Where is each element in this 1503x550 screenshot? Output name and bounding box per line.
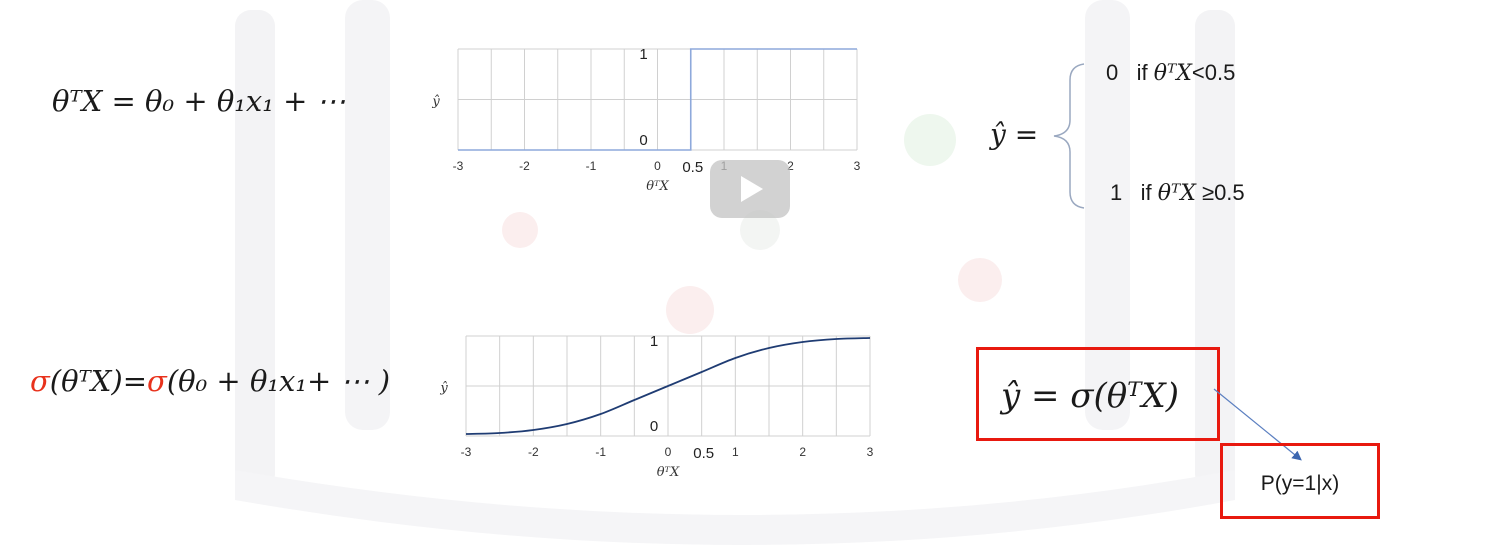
play-button[interactable] <box>710 160 790 218</box>
x-tick-label: -1 <box>595 445 606 459</box>
sigmoid-expansion: (θ₀ + θ₁x₁+ ⋯ ) <box>166 364 391 398</box>
case-zero-if: if <box>1136 60 1148 85</box>
case-zero-theta: θᵀX <box>1153 61 1192 86</box>
case-one-value: 1 <box>1110 180 1123 205</box>
case-one: 1 if θᵀX ≥0.5 <box>1110 180 1245 206</box>
x-axis-label: θᵀX <box>646 179 669 194</box>
x-tick-label-extra: 0.5 <box>693 445 714 462</box>
series-line-2 <box>465 337 871 435</box>
y-tick-label: 1 <box>650 333 658 350</box>
curly-brace <box>1053 63 1085 209</box>
yhat-definition-lhs: ŷ = <box>990 118 1039 151</box>
y-tick-label: 0 <box>639 132 647 149</box>
sigmoid-equation: σ(θᵀX)=σ(θ₀ + θ₁x₁+ ⋯ ) <box>30 364 390 398</box>
x-tick-label: 2 <box>787 159 794 173</box>
x-tick-label: 0 <box>665 445 672 459</box>
case-one-threshold: ≥0.5 <box>1202 180 1245 205</box>
x-tick-label: -2 <box>528 445 539 459</box>
y-axis-label: ŷ <box>431 95 440 110</box>
sigma-symbol-2: σ <box>147 364 167 398</box>
x-tick-label: -3 <box>461 445 472 459</box>
linear-equation: θᵀX = θ₀ + θ₁x₁ + ⋯ <box>52 84 346 118</box>
y-axis-label: ŷ <box>439 381 448 396</box>
yhat-sigma-formula: ŷ = σ(θᵀX) <box>1001 376 1180 416</box>
x-tick-label: 2 <box>799 445 806 459</box>
y-tick-label: 1 <box>639 46 647 63</box>
sigmoid-argument: (θᵀX)= <box>49 364 148 398</box>
x-tick-label: -3 <box>453 159 464 173</box>
case-zero-value: 0 <box>1106 60 1119 85</box>
case-zero: 0 if θᵀX<0.5 <box>1106 60 1235 86</box>
yhat-sigma-box: ŷ = σ(θᵀX) <box>976 347 1220 441</box>
probability-box: P(y=1|x) <box>1220 443 1380 519</box>
y-tick-label: 0 <box>650 418 658 435</box>
x-tick-label: -1 <box>586 159 597 173</box>
x-tick-label: 3 <box>854 159 861 173</box>
x-tick-label: 1 <box>732 445 739 459</box>
connector-arrow <box>1213 388 1302 461</box>
x-tick-label-extra: 0.5 <box>682 159 703 176</box>
x-tick-label: -2 <box>519 159 530 173</box>
sigma-symbol: σ <box>30 364 50 398</box>
x-tick-label: 0 <box>654 159 661 173</box>
series-line-1 <box>458 48 857 151</box>
case-one-if: if <box>1140 180 1152 205</box>
probability-label: P(y=1|x) <box>1260 472 1340 495</box>
x-axis-label: θᵀX <box>657 465 680 480</box>
case-one-theta: θᵀX <box>1157 181 1196 206</box>
case-zero-threshold: <0.5 <box>1191 60 1236 85</box>
x-tick-label: 3 <box>867 445 874 459</box>
